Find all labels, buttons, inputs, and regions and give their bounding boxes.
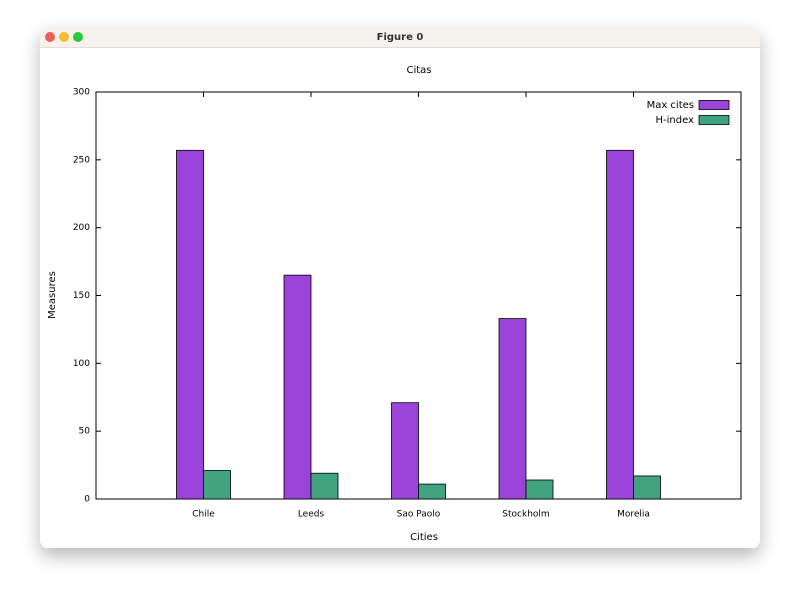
y-axis-label: Measures xyxy=(47,271,58,319)
x-tick-label: Stockholm xyxy=(502,510,549,520)
y-tick-label: 250 xyxy=(73,155,90,165)
x-tick-label: Leeds xyxy=(298,510,325,520)
chart-title: Citas xyxy=(406,65,431,76)
x-tick-label: Sao Paolo xyxy=(397,510,441,520)
y-tick-label: 150 xyxy=(73,291,90,301)
bar xyxy=(176,149,204,500)
window-title: Figure 0 xyxy=(377,32,424,43)
bar xyxy=(633,475,661,500)
window xyxy=(40,27,760,548)
y-tick-label: 200 xyxy=(73,223,90,233)
y-tick-label: 300 xyxy=(73,88,90,98)
y-tick-label: 100 xyxy=(73,359,90,369)
bar xyxy=(283,274,312,500)
bar xyxy=(606,149,634,500)
close-button[interactable] xyxy=(45,32,55,42)
legend-label: H-index xyxy=(656,115,695,126)
bar xyxy=(498,318,527,500)
bar xyxy=(418,483,446,500)
minimize-button[interactable] xyxy=(59,32,69,42)
zoom-button[interactable] xyxy=(73,32,83,42)
legend-swatch xyxy=(698,115,730,125)
bar xyxy=(525,479,554,500)
legend-label: Max cites xyxy=(647,100,694,111)
x-tick-label: Chile xyxy=(192,510,215,520)
bar xyxy=(391,402,419,500)
y-tick-label: 0 xyxy=(84,495,90,505)
bar xyxy=(310,472,339,500)
x-tick-label: Morelia xyxy=(617,510,650,520)
bar xyxy=(203,470,231,500)
x-axis-label: Cities xyxy=(410,532,438,543)
title-bar xyxy=(40,27,760,47)
legend-swatch xyxy=(698,100,730,110)
y-tick-label: 50 xyxy=(79,427,91,437)
